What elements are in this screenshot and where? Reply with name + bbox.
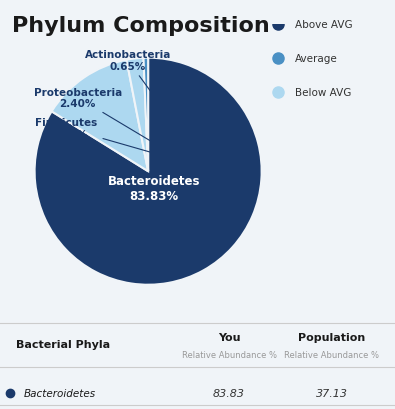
Text: Phylum Composition: Phylum Composition xyxy=(12,16,270,36)
Wedge shape xyxy=(52,61,148,172)
Wedge shape xyxy=(35,58,261,285)
Text: Relative Abundance %: Relative Abundance % xyxy=(182,351,276,360)
Text: Below AVG: Below AVG xyxy=(295,88,351,98)
Text: Proteobacteria
2.40%: Proteobacteria 2.40% xyxy=(34,88,215,180)
Text: 37.13: 37.13 xyxy=(316,388,348,398)
Text: Bacteroidetes: Bacteroidetes xyxy=(24,388,96,398)
Text: Bacteroidetes
83.83%: Bacteroidetes 83.83% xyxy=(107,175,200,203)
Text: Population: Population xyxy=(298,332,365,342)
Text: Above AVG: Above AVG xyxy=(295,20,352,29)
Text: 83.83: 83.83 xyxy=(213,388,245,398)
Wedge shape xyxy=(143,58,148,172)
Text: Actinobacteria
0.65%: Actinobacteria 0.65% xyxy=(85,50,216,181)
Wedge shape xyxy=(126,58,148,172)
Text: Firmicutes
13.11%: Firmicutes 13.11% xyxy=(35,118,216,171)
Text: Bacterial Phyla: Bacterial Phyla xyxy=(16,339,110,349)
Text: Average: Average xyxy=(295,54,337,64)
Text: You: You xyxy=(218,332,240,342)
Text: Relative Abundance %: Relative Abundance % xyxy=(284,351,379,360)
